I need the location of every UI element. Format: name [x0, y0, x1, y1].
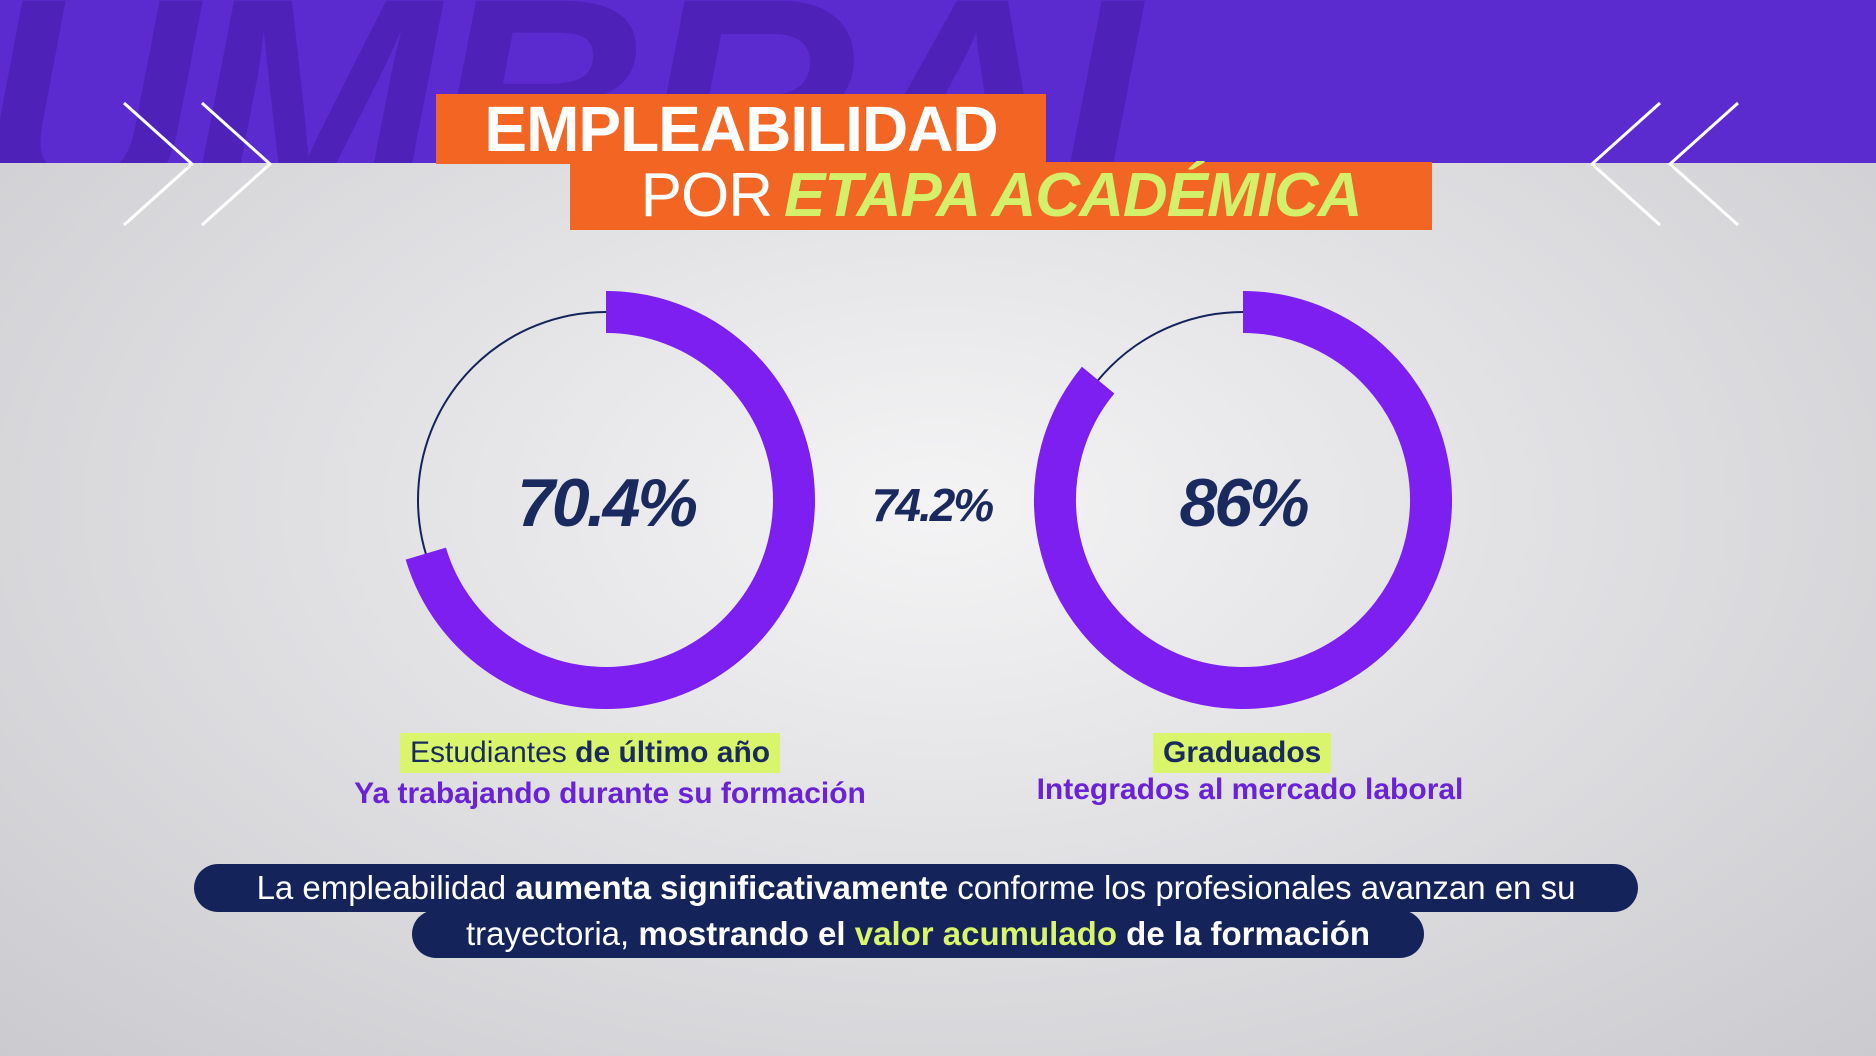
footer-text-6: valor acumulado [854, 915, 1117, 952]
ring-left-progress [405, 291, 815, 709]
stat-left-label-regular: Estudiantes [410, 736, 567, 769]
title-line-2-regular: POR [640, 161, 773, 230]
stat-left-label-bold: de último año [575, 736, 771, 769]
footer-line-2: trayectoria, mostrando el valor acumulad… [412, 910, 1424, 958]
footer-text-7: de la formación [1126, 915, 1371, 952]
double-chevron-right-icon [122, 101, 273, 227]
stat-left-sublabel: Ya trabajando durante su formación [354, 777, 866, 810]
footer-text-2: aumenta significativamente [515, 869, 949, 906]
stat-right-value: 86% [1179, 465, 1309, 541]
stat-left-value: 70.4% [517, 465, 698, 541]
title-line-1: EMPLEABILIDAD [436, 94, 1046, 164]
double-chevron-left-icon [1589, 101, 1740, 227]
stat-middle-value: 74.2% [871, 479, 994, 531]
stat-right-sublabel: Integrados al mercado laboral [1036, 773, 1464, 806]
stat-left-label: Estudiantes de último año [400, 733, 781, 773]
footer-text-3: conforme los profesionales avanzan en su [957, 869, 1576, 906]
title-line-2: POR ETAPA ACADÉMICA [570, 162, 1432, 230]
footer-text-5: mostrando el [638, 915, 846, 952]
title-line-2-highlight: ETAPA ACADÉMICA [783, 161, 1362, 230]
ring-right-progress [1034, 291, 1452, 709]
footer-text-4: trayectoria, [465, 915, 630, 952]
footer-text-1: La empleabilidad [256, 869, 507, 906]
top-banner: UMBRAL [0, 0, 1876, 163]
stat-right-label: Graduados [1153, 733, 1332, 773]
footer-line-1: La empleabilidad aumenta significativame… [194, 864, 1638, 912]
